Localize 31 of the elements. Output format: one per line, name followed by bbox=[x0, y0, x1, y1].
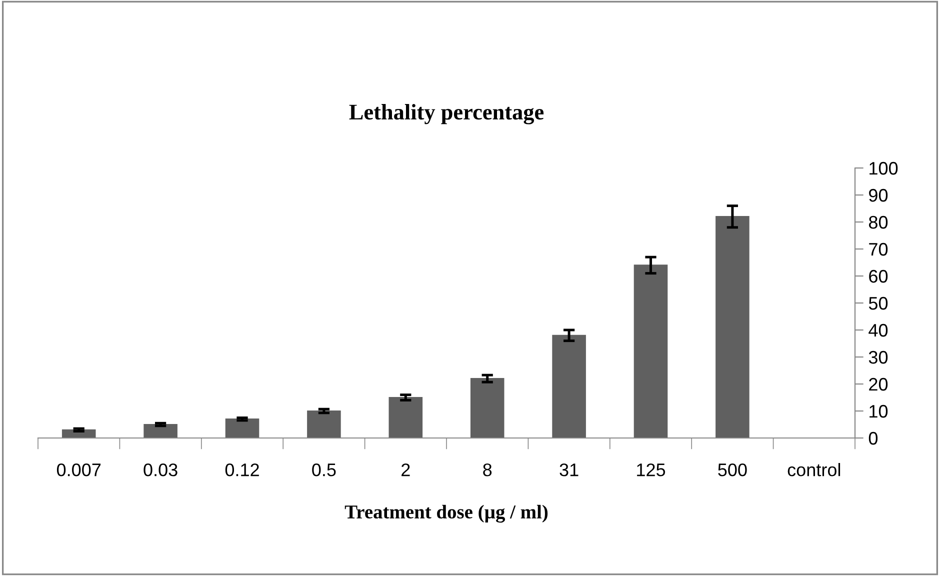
y-tick-label: 40 bbox=[868, 324, 888, 337]
x-tick-label: 0.007 bbox=[56, 463, 101, 476]
y-tick-label: 20 bbox=[869, 378, 888, 391]
bar bbox=[144, 424, 178, 438]
y-tick-label: 0 bbox=[868, 432, 878, 445]
x-tick-label: 0.12 bbox=[225, 463, 259, 476]
x-tick-label: control bbox=[788, 463, 840, 476]
x-tick-label: 125 bbox=[637, 463, 666, 476]
y-tick-label: 60 bbox=[869, 270, 888, 283]
bar bbox=[634, 264, 668, 438]
y-tick-label: 90 bbox=[869, 188, 888, 202]
y-tick-label: 70 bbox=[869, 242, 888, 256]
bar bbox=[225, 418, 260, 438]
bar bbox=[716, 216, 750, 438]
y-tick-label: 50 bbox=[868, 296, 888, 310]
x-tick-label: 500 bbox=[718, 463, 747, 476]
x-tick-label: 0.5 bbox=[312, 463, 336, 476]
y-tick-label: 30 bbox=[868, 350, 888, 364]
chart-title: Lethality percentage bbox=[349, 104, 544, 124]
x-tick-label: 2 bbox=[402, 463, 410, 476]
x-tick-label: 0.03 bbox=[144, 463, 178, 476]
bar bbox=[307, 410, 341, 438]
x-tick-label: 31 bbox=[560, 463, 578, 476]
y-tick-label: 10 bbox=[870, 404, 888, 418]
bar bbox=[552, 334, 586, 438]
bar bbox=[470, 378, 504, 438]
y-tick-label: 80 bbox=[868, 216, 888, 229]
x-axis-title: Treatment dose (µg / ml) bbox=[344, 504, 548, 523]
x-tick-label: 8 bbox=[483, 463, 492, 476]
bar bbox=[388, 396, 423, 438]
y-tick-label: 100 bbox=[870, 162, 898, 175]
